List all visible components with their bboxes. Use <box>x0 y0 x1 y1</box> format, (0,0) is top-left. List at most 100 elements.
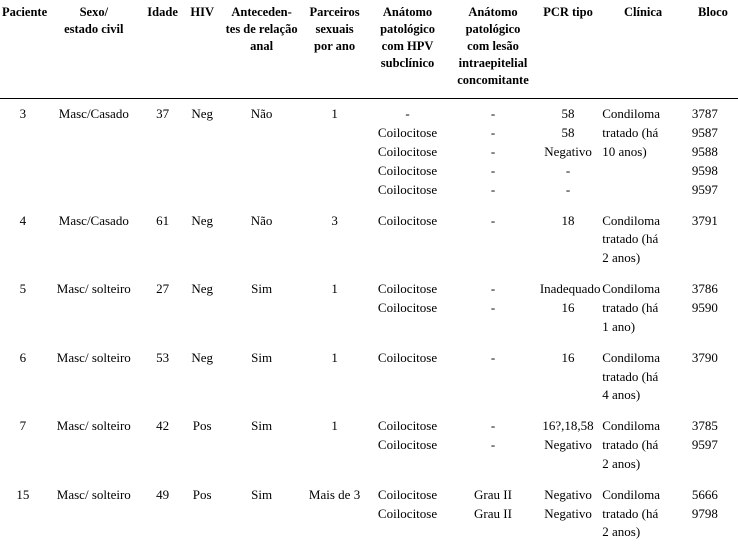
table-row: 5Masc/ solteiro27NegSim1CoilocitoseCoilo… <box>0 274 738 343</box>
table-row: 15Masc/ solteiro49PosSimMais de 3Coiloci… <box>0 480 738 548</box>
cell-clinica-line: Condiloma <box>602 280 686 299</box>
cell-anat2-line: Grau II <box>450 505 536 524</box>
cell-antecedentes: Sim <box>221 411 302 480</box>
cell-anat1: -CoilocitoseCoilocitoseCoilocitoseCoiloc… <box>367 99 448 206</box>
table-body: 3Masc/Casado37NegNão1-CoilocitoseCoiloci… <box>0 99 738 548</box>
cell-anat2-line: - <box>450 280 536 299</box>
cell-anat1-line: Coilocitose <box>369 417 446 436</box>
cell-clinica-line: Condiloma <box>602 105 686 124</box>
cell-hiv: Neg <box>183 274 221 343</box>
cell-bloco-line: 9598 <box>692 162 736 181</box>
cell-bloco: 37859597 <box>688 411 738 480</box>
cell-idade: 37 <box>142 99 184 206</box>
cell-bloco-line: 9597 <box>692 436 736 455</box>
cell-pcr-line: 16?,18,58 <box>540 417 596 436</box>
cell-pcr: Inadequado16 <box>538 274 598 343</box>
cell-anat1: CoilocitoseCoilocitose <box>367 480 448 548</box>
header-row: Paciente Sexo/estado civil Idade HIV Ant… <box>0 0 738 99</box>
cell-hiv: Pos <box>183 411 221 480</box>
cell-pcr-line: Negativo <box>540 505 596 524</box>
cell-parceiros: 1 <box>302 274 367 343</box>
col-parceiros: Parceirossexuaispor ano <box>302 0 367 99</box>
cell-sexo: Masc/Casado <box>46 99 142 206</box>
col-clinica: Clínica <box>598 0 688 99</box>
col-pcr: PCR tipo <box>538 0 598 99</box>
cell-sexo: Masc/Casado <box>46 206 142 275</box>
cell-clinica-line: Condiloma <box>602 212 686 231</box>
cell-clinica-line: tratado (há <box>602 436 686 455</box>
cell-anat2-line: - <box>450 299 536 318</box>
cell-antecedentes: Sim <box>221 274 302 343</box>
cell-paciente: 5 <box>0 274 46 343</box>
cell-anat2: ----- <box>448 99 538 206</box>
cell-bloco: 3790 <box>688 343 738 412</box>
cell-bloco-line: 3785 <box>692 417 736 436</box>
cell-anat2-line: - <box>450 349 536 368</box>
cell-paciente: 4 <box>0 206 46 275</box>
cell-clinica-line: 10 anos) <box>602 143 686 162</box>
cell-clinica-line: 2 anos) <box>602 455 686 474</box>
cell-anat2-line: - <box>450 212 536 231</box>
cell-anat2-line: - <box>450 436 536 455</box>
cell-bloco-line: 3787 <box>692 105 736 124</box>
cell-anat2-line: - <box>450 124 536 143</box>
cell-anat2-line: - <box>450 105 536 124</box>
cell-parceiros: 3 <box>302 206 367 275</box>
cell-anat2-line: - <box>450 417 536 436</box>
cell-anat1: CoilocitoseCoilocitose <box>367 274 448 343</box>
cell-sexo: Masc/ solteiro <box>46 343 142 412</box>
cell-bloco: 37869590 <box>688 274 738 343</box>
cell-idade: 53 <box>142 343 184 412</box>
cell-sexo: Masc/ solteiro <box>46 274 142 343</box>
cell-clinica-line: tratado (há <box>602 368 686 387</box>
cell-anat2: - <box>448 343 538 412</box>
table-row: 3Masc/Casado37NegNão1-CoilocitoseCoiloci… <box>0 99 738 206</box>
cell-clinica-line: 2 anos) <box>602 249 686 268</box>
cell-anat1-line: Coilocitose <box>369 162 446 181</box>
cell-anat1-line: Coilocitose <box>369 505 446 524</box>
cell-anat1-line: Coilocitose <box>369 212 446 231</box>
cell-antecedentes: Sim <box>221 480 302 548</box>
col-idade: Idade <box>142 0 184 99</box>
cell-anat1-line: Coilocitose <box>369 436 446 455</box>
cell-anat2: - <box>448 206 538 275</box>
data-table: Paciente Sexo/estado civil Idade HIV Ant… <box>0 0 738 548</box>
cell-bloco-line: 9587 <box>692 124 736 143</box>
cell-anat1-line: Coilocitose <box>369 181 446 200</box>
cell-sexo: Masc/ solteiro <box>46 480 142 548</box>
cell-clinica-line: tratado (há <box>602 505 686 524</box>
cell-pcr-line: 18 <box>540 212 596 231</box>
cell-bloco-line: 3790 <box>692 349 736 368</box>
cell-pcr-line: 58 <box>540 105 596 124</box>
cell-clinica-line: 2 anos) <box>602 523 686 542</box>
cell-anat2: -- <box>448 274 538 343</box>
cell-anat1-line: Coilocitose <box>369 349 446 368</box>
cell-anat2: Grau IIGrau II <box>448 480 538 548</box>
cell-idade: 42 <box>142 411 184 480</box>
cell-paciente: 3 <box>0 99 46 206</box>
cell-pcr: 5858Negativo-- <box>538 99 598 206</box>
cell-pcr-line: 16 <box>540 349 596 368</box>
cell-pcr-line: 58 <box>540 124 596 143</box>
cell-idade: 27 <box>142 274 184 343</box>
cell-pcr-line: Negativo <box>540 436 596 455</box>
cell-bloco: 3791 <box>688 206 738 275</box>
cell-clinica: Condilomatratado (há1 ano) <box>598 274 688 343</box>
cell-anat1-line: - <box>369 105 446 124</box>
cell-anat1: CoilocitoseCoilocitose <box>367 411 448 480</box>
table-row: 4Masc/Casado61NegNão3Coilocitose-18Condi… <box>0 206 738 275</box>
col-anat2: Anátomopatológicocom lesãointraepitelial… <box>448 0 538 99</box>
cell-pcr-line: Negativo <box>540 143 596 162</box>
cell-idade: 61 <box>142 206 184 275</box>
cell-pcr: 16 <box>538 343 598 412</box>
cell-bloco-line: 3791 <box>692 212 736 231</box>
cell-pcr: NegativoNegativo <box>538 480 598 548</box>
col-hiv: HIV <box>183 0 221 99</box>
cell-parceiros: 1 <box>302 343 367 412</box>
cell-clinica: Condilomatratado (há10 anos) <box>598 99 688 206</box>
cell-bloco-line: 3786 <box>692 280 736 299</box>
cell-hiv: Neg <box>183 343 221 412</box>
cell-pcr-line: - <box>540 181 596 200</box>
cell-pcr: 18 <box>538 206 598 275</box>
table-row: 6Masc/ solteiro53NegSim1Coilocitose-16Co… <box>0 343 738 412</box>
